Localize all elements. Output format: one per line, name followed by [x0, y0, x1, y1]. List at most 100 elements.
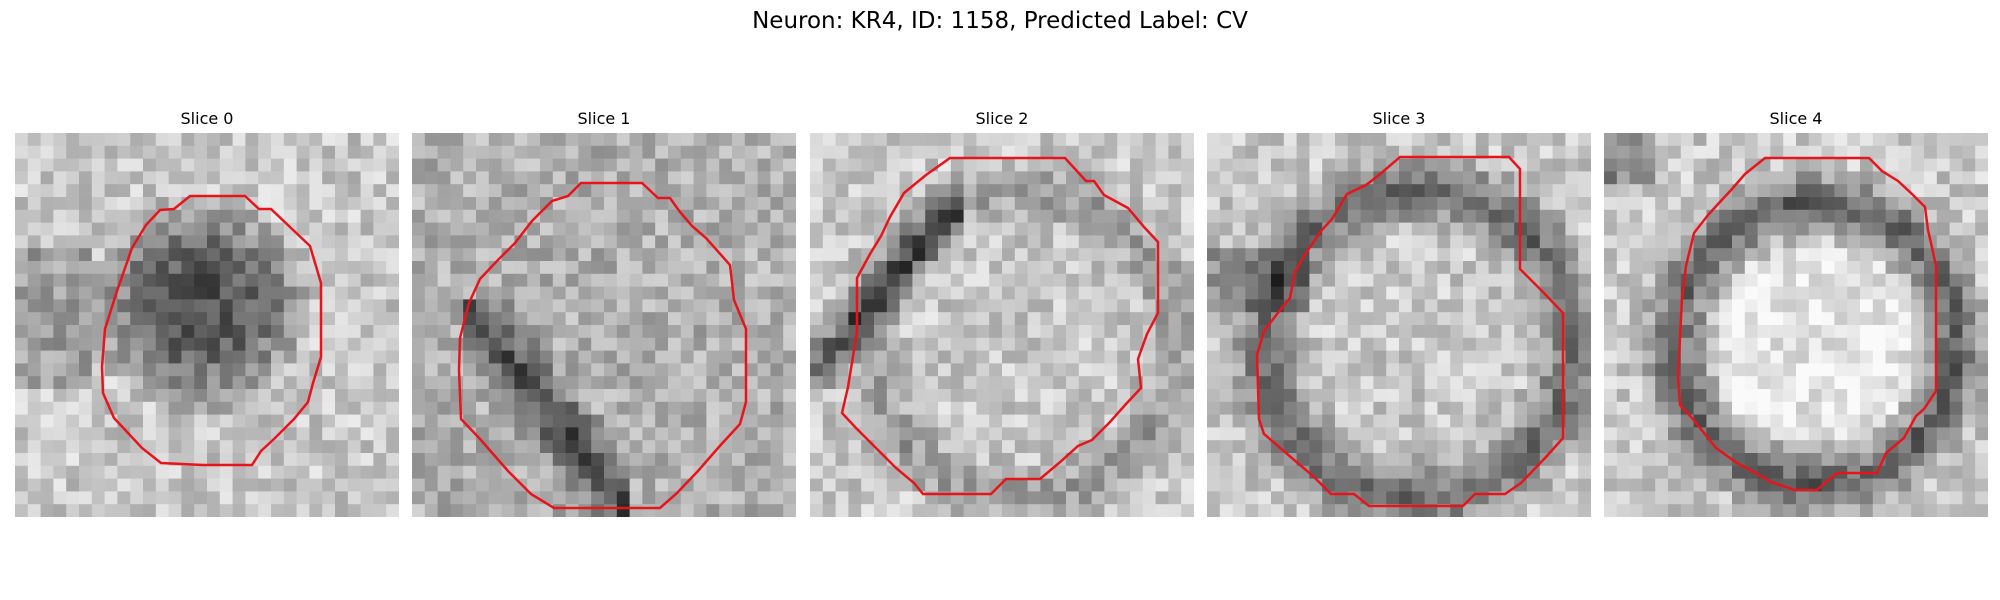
image-pixel: [629, 171, 643, 185]
image-pixel: [1552, 145, 1566, 160]
image-pixel: [1437, 414, 1451, 428]
image-pixel: [1693, 286, 1707, 300]
image-pixel: [1719, 235, 1733, 249]
image-pixel: [347, 389, 362, 403]
image-pixel: [1258, 145, 1272, 160]
image-pixel: [373, 453, 387, 467]
image-pixel: [1283, 248, 1298, 262]
image-pixel: [1962, 401, 1976, 416]
image-pixel: [1296, 350, 1310, 364]
image-pixel: [1066, 389, 1080, 403]
image-pixel: [1168, 171, 1182, 185]
image-pixel: [1962, 145, 1976, 160]
image-pixel: [1386, 414, 1400, 428]
image-pixel: [1680, 171, 1695, 185]
image-pixel: [1424, 389, 1438, 403]
image-pixel: [1168, 414, 1182, 428]
image-pixel: [1437, 504, 1451, 517]
image-pixel: [27, 209, 42, 224]
image-pixel: [1668, 299, 1682, 313]
image-pixel: [604, 465, 618, 480]
image-pixel: [1757, 453, 1771, 467]
image-pixel: [552, 504, 567, 517]
image-pixel: [874, 491, 888, 505]
image-pixel: [27, 478, 42, 492]
image-pixel: [1386, 261, 1400, 275]
image-pixel: [1860, 299, 1874, 313]
image-pixel: [1040, 427, 1054, 441]
image-pixel: [899, 414, 913, 428]
image-pixel: [1066, 197, 1080, 211]
image-pixel: [540, 312, 554, 326]
image-pixel: [616, 145, 631, 160]
image-pixel: [1655, 158, 1669, 172]
image-pixel: [296, 235, 310, 249]
image-pixel: [1258, 299, 1272, 313]
image-pixel: [1258, 261, 1272, 275]
image-pixel: [1117, 465, 1131, 480]
image-pixel: [1437, 389, 1451, 403]
image-pixel: [1796, 465, 1810, 480]
image-pixel: [835, 491, 849, 505]
image-pixel: [706, 389, 720, 403]
image-pixel: [1040, 222, 1054, 236]
image-pixel: [232, 325, 246, 339]
image-pixel: [1066, 209, 1080, 224]
image-pixel: [1860, 350, 1874, 364]
image-pixel: [1783, 414, 1797, 428]
image-pixel: [476, 401, 490, 416]
image-pixel: [1783, 222, 1797, 236]
image-pixel: [1565, 209, 1579, 224]
image-pixel: [552, 491, 567, 505]
image-pixel: [706, 184, 720, 198]
image-pixel: [1271, 414, 1285, 428]
image-pixel: [552, 453, 567, 467]
image-pixel: [1232, 184, 1246, 198]
image-pixel: [565, 158, 579, 172]
image-pixel: [1232, 286, 1246, 300]
image-pixel: [578, 273, 592, 288]
image-pixel: [989, 465, 1003, 480]
image-pixel: [527, 261, 541, 275]
image-pixel: [296, 145, 310, 160]
image-pixel: [1424, 453, 1438, 467]
image-pixel: [1757, 133, 1771, 147]
image-pixel: [1463, 350, 1477, 364]
image-pixel: [976, 427, 990, 441]
image-pixel: [1014, 184, 1029, 198]
image-pixel: [27, 325, 42, 339]
image-pixel: [1322, 478, 1336, 492]
image-pixel: [1424, 440, 1438, 454]
image-pixel: [168, 184, 182, 198]
image-pixel: [15, 273, 29, 288]
image-pixel: [874, 427, 888, 441]
image-pixel: [1975, 350, 1988, 364]
image-pixel: [232, 363, 246, 377]
image-pixel: [552, 273, 567, 288]
image-pixel: [1463, 209, 1477, 224]
image-pixel: [1053, 504, 1067, 517]
image-pixel: [912, 325, 926, 339]
image-pixel: [194, 363, 208, 377]
image-pixel: [1834, 209, 1848, 224]
image-pixel: [1475, 350, 1490, 364]
image-pixel: [1027, 209, 1041, 224]
image-pixel: [912, 158, 926, 172]
image-pixel: [1770, 414, 1784, 428]
image-pixel: [912, 453, 926, 467]
image-pixel: [1053, 261, 1067, 275]
image-pixel: [668, 312, 682, 326]
image-pixel: [989, 222, 1003, 236]
image-pixel: [783, 299, 796, 313]
image-pixel: [963, 350, 977, 364]
image-pixel: [1488, 325, 1502, 339]
image-pixel: [1386, 248, 1400, 262]
image-pixel: [27, 401, 42, 416]
image-pixel: [1386, 158, 1400, 172]
image-pixel: [437, 209, 451, 224]
image-pixel: [616, 350, 631, 364]
image-pixel: [1604, 299, 1618, 313]
image-pixel: [386, 261, 399, 275]
image-pixel: [143, 337, 157, 352]
image-pixel: [40, 465, 54, 480]
